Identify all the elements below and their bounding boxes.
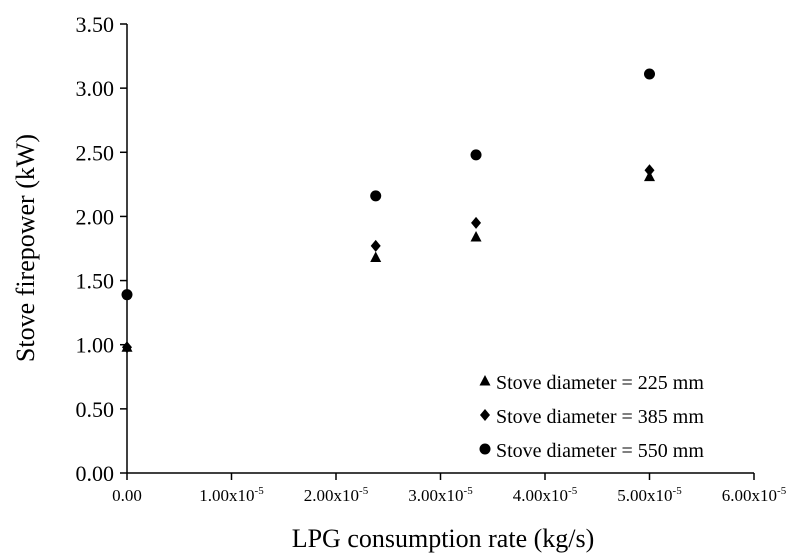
x-tick-exponent: -5: [464, 485, 474, 497]
x-tick-exponent: -5: [777, 485, 787, 497]
data-point-diamond: [644, 164, 655, 177]
x-tick-label: 6.00x10-5: [722, 485, 787, 505]
legend-label: Stove diameter = 550 mm: [496, 440, 704, 462]
y-tick-label: 1.00: [76, 333, 115, 358]
data-point-diamond: [370, 239, 381, 252]
x-tick-label: 5.00x10-5: [617, 485, 682, 505]
data-points: [121, 68, 655, 354]
data-point-triangle: [370, 251, 382, 262]
y-tick-label: 1.50: [76, 269, 115, 294]
x-tick-mantissa: 5.00x10: [617, 486, 672, 505]
x-tick-label: 0.00: [112, 486, 142, 505]
x-tick-mantissa: 3.00x10: [408, 486, 463, 505]
legend-label: Stove diameter = 385 mm: [496, 406, 704, 428]
y-tick-label: 2.00: [76, 204, 115, 229]
y-tick-label: 3.50: [76, 12, 115, 37]
x-tick-mantissa: 2.00x10: [304, 486, 359, 505]
x-tick-label: 3.00x10-5: [408, 485, 473, 505]
x-tick-label: 4.00x10-5: [513, 485, 578, 505]
y-tick-label: 0.50: [76, 397, 115, 422]
x-tick-label: 1.00x10-5: [199, 485, 264, 505]
axes: [120, 23, 755, 480]
y-tick-label: 2.50: [76, 140, 115, 165]
y-tick-label: 3.00: [76, 76, 115, 101]
x-tick-exponent: -5: [255, 485, 265, 497]
x-tick-exponent: -5: [568, 485, 578, 497]
data-point-circle: [370, 190, 382, 202]
x-tick-mantissa: 4.00x10: [513, 486, 568, 505]
x-tick-label: 2.00x10-5: [304, 485, 369, 505]
x-tick-mantissa: 1.00x10: [199, 486, 254, 505]
y-tick-label: 0.00: [76, 461, 115, 486]
data-point-triangle: [470, 230, 482, 242]
legend-circle-icon: [479, 443, 491, 455]
legend-triangle-icon: [479, 375, 491, 386]
x-tick-exponent: -5: [359, 485, 369, 497]
data-point-circle: [644, 68, 655, 80]
x-tick-exponent: -5: [673, 485, 683, 497]
legend-diamond-icon: [480, 409, 490, 421]
data-point-diamond: [122, 341, 132, 354]
legend-label: Stove diameter = 225 mm: [496, 372, 704, 394]
x-tick-mantissa: 0.00: [112, 486, 142, 505]
tick-labels: 0.00 0.50 1.00 1.50 2.00 2.50 3.00 3.50 0.00 1.00…: [76, 12, 787, 505]
data-point-diamond: [471, 216, 482, 229]
data-point-circle: [470, 149, 482, 161]
y-axis-title: Stove firepower (kW): [11, 134, 40, 362]
data-point-circle: [121, 289, 133, 301]
x-tick-mantissa: 6.00x10: [722, 486, 777, 505]
legend: Stove diameter = 225 mm Stove diameter = …: [479, 372, 704, 462]
x-axis-title: LPG consumption rate (kg/s): [292, 524, 595, 553]
